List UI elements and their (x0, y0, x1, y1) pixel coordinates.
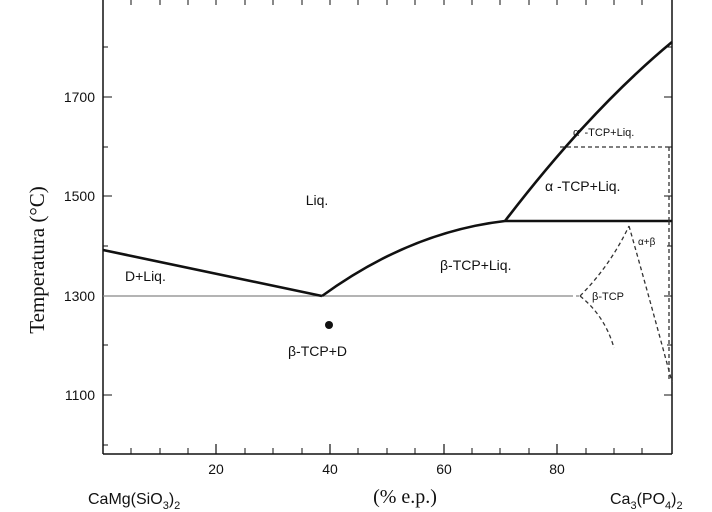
region-label-liq: Liq. (306, 192, 329, 208)
x-minor-ticks (130, 448, 643, 454)
y-ticks-left (103, 46, 112, 446)
region-label-beta-tcp-d: β-TCP+D (288, 343, 347, 359)
alpha-beta-boundary (628, 225, 673, 383)
left-component-label: CaMg(SiO3)2 (88, 491, 180, 512)
liquidus-beta-tcp (321, 219, 506, 298)
x-tick-label: 60 (436, 461, 452, 477)
region-label-d-liq: D+Liq. (125, 268, 166, 284)
y-tick-label: 1700 (64, 89, 95, 105)
x-tick-label: 80 (549, 461, 565, 477)
top-ticks (130, 0, 643, 5)
y-tick-label: 1100 (65, 387, 95, 403)
region-label-alpha-beta: α+β (638, 237, 656, 248)
x-tick-label: 20 (208, 461, 224, 477)
liquidus-alpha-tcp (503, 40, 673, 222)
y-tick-label: 1500 (64, 188, 95, 204)
x-major-ticks (215, 444, 558, 454)
y-axis-label: Temperatura (°C) (25, 186, 49, 333)
region-label-beta-tcp-liq: β-TCP+Liq. (440, 257, 511, 273)
liquidus-left (102, 248, 323, 298)
data-point (325, 321, 333, 329)
right-component-label: Ca3(PO4)2 (610, 491, 683, 512)
region-label-beta-tcp: β-TCP (592, 291, 624, 303)
y-tick-label: 1300 (64, 288, 95, 304)
region-label-alpha-prime-tcp-liq: α' -TCP+Liq. (573, 127, 634, 139)
x-tick-label: 40 (322, 461, 338, 477)
beta-solvus-lower (579, 295, 615, 349)
x-axis-label: (% e.p.) (373, 486, 437, 508)
beta-solvus-upper (579, 225, 630, 297)
region-label-alpha-tcp-liq: α -TCP+Liq. (545, 178, 620, 194)
